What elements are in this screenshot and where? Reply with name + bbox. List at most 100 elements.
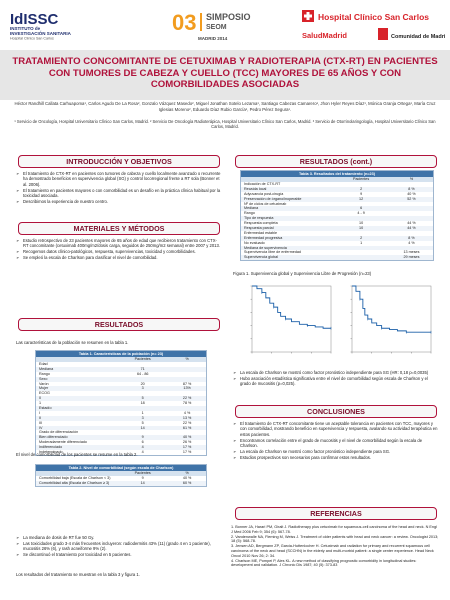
table-cell: II (39, 415, 42, 420)
table-row: Mujer 3 13% (36, 386, 206, 392)
table-cell: 2 (360, 186, 363, 191)
table-cell: 8 % (408, 235, 415, 240)
table-caption: Tabla 3. Resultados del tratamiento (n=2… (241, 171, 433, 177)
table-cell: 5 (141, 396, 144, 401)
table-cell: Rango (39, 371, 50, 376)
table-cell: Supervivencia global (244, 255, 279, 260)
results-cont-bullet: ➢ Hubo asociación estadística significati… (233, 376, 428, 387)
conclusions-bullet: ➢ Estudios prospectivos son necesarios pa… (233, 455, 372, 461)
table2-intro: El nivel de comorbilidad de los paciente… (16, 452, 138, 457)
svg-text:Hospital Clínico San Carlos: Hospital Clínico San Carlos (10, 37, 54, 41)
table-cell: 52 % (407, 196, 416, 201)
table-row: Sexo (36, 376, 206, 382)
references-heading: REFERENCIAS (235, 507, 437, 520)
plot-area (351, 285, 432, 353)
table-cell: 5 (141, 420, 144, 425)
table-row: I 1 4 % (36, 410, 206, 416)
svg-text:INVESTIGACIÓN SANITARIA: INVESTIGACIÓN SANITARIA (10, 29, 72, 36)
table-cell: Tipo de respuesta (244, 216, 274, 221)
table-cell: Preservación de órgano/inoperable (244, 196, 302, 201)
table-header: Pacientes % (241, 177, 433, 182)
table-cell: 8 % (408, 186, 415, 191)
table-cell: Adyuvancia post-cirugía (244, 191, 284, 196)
table-row: II 3 13 % (36, 415, 206, 421)
table-header-cell: Pacientes (353, 177, 370, 181)
title-band (0, 50, 450, 100)
methods-heading: MATERIALES Y MÉTODOS (18, 222, 220, 235)
table-cell: 9 (141, 476, 144, 480)
table-cell: 13 meses (403, 250, 420, 255)
table-cell: Indeterminado (39, 450, 63, 455)
table-cell: Recaída local (244, 186, 267, 191)
table-cell: Mediana (244, 206, 259, 211)
table-cell: 6 (141, 440, 144, 445)
methods-bullet: ➢ Recogemos datos clínico-patológicos, re… (16, 249, 196, 255)
reference-item: 1. Bonner JA, Harari PM, Giralt J. Radio… (231, 525, 437, 534)
affiliations: ¹ Servicio de Oncología, Hospital Univer… (14, 119, 436, 130)
table-cell: 4 - 9 (357, 211, 365, 216)
table-cell: Nº de ciclos de cetuximab (244, 201, 287, 206)
table-cell: Indiferenciado (39, 445, 63, 450)
conclusions-bullet: ➢ La escala de Charlson se mostró como fa… (233, 449, 391, 455)
table-cell: 40 % (407, 191, 416, 196)
methods-bullet: ➢ Estudio retrospectivo de 23 pacientes m… (16, 238, 220, 249)
conclusions-bullet: ➢ Encontramos correlación entre el grado … (233, 437, 423, 448)
table-header-cell: % (185, 471, 189, 475)
table-cell: 64 - 86 (136, 371, 149, 376)
table-cell: Respuesta parcial (244, 226, 274, 231)
conclusions-bullet: ➢ El tratamiento de CTX-RT concomitante t… (233, 421, 438, 437)
table-cell: 4 % (183, 410, 191, 415)
table-cell: III (39, 420, 43, 425)
table-row: Varón 20 87 % (36, 381, 206, 387)
table-cell: 4 (141, 450, 144, 455)
table-row: Estadío (36, 406, 206, 411)
reference-item: 4. Charlson ME, Pompei P, Ales KL. A new… (231, 558, 417, 568)
table-cell: 71 (140, 366, 145, 371)
table-2: Tabla 2. Nivel de comorbilidad (según es… (35, 464, 207, 487)
survival-curve (252, 285, 331, 329)
km-chart-os (240, 282, 335, 362)
table-row: Indiferenciado 4 17 % (36, 445, 206, 451)
svg-text:SIMPOSIO: SIMPOSIO (206, 12, 251, 22)
table-row: Moderadamente diferenciado 6 26 % (36, 440, 206, 446)
table-row: Mediana 6 (241, 206, 433, 212)
table-cell: 18 (140, 401, 145, 406)
table-cell: 40 % (182, 476, 192, 480)
poster-header: IdISSC INSTITUTO de INVESTIGACIÓN SANITA… (0, 0, 450, 50)
table-caption: Tabla 1. Características de la población… (36, 351, 206, 357)
table-row: Respuesta completa 10 44 % (241, 221, 433, 227)
reference-item: 2. Vandenwalle NA, Fleming M, Weiss J. T… (231, 534, 439, 544)
table-row: Indicación de CTX-RT (241, 182, 433, 187)
table-row: Tipo de respuesta (241, 216, 433, 222)
table-cell: IV (39, 425, 43, 430)
table-cell: 1 (39, 401, 42, 406)
simposio-seom-logo: 03 SIMPOSIO SEOM MADRID 2014 (170, 6, 280, 44)
results-list: ➢ La mediana de dosis de RT fue 50 Gy. ➢ L… (16, 535, 221, 559)
table-cell: Comorbilidad alta (Escala de Charlson ≥ … (39, 480, 110, 485)
table-cell: Mujer (39, 386, 49, 391)
table-row: Rango 4 - 9 (241, 211, 433, 217)
results-bullet: ➢ Las toxicidades grado 3-4 más frecuente… (16, 541, 211, 552)
table-cell: 60 % (182, 480, 192, 485)
table-row: No evaluado 1 4 % (241, 240, 433, 246)
table-row: Rango 64 - 86 (36, 371, 206, 377)
table-1: Tabla 1. Características de la población… (35, 350, 207, 456)
svg-text:SaludMadrid: SaludMadrid (302, 31, 347, 40)
table-cell: 3 (141, 386, 144, 391)
intro-bullet: ➢ El tratamiento en pacientes mayores o c… (16, 187, 221, 198)
table-row: 0 5 22 % (36, 396, 206, 402)
table-cell: 12 (359, 196, 364, 201)
idissc-logo: IdISSC INSTITUTO de INVESTIGACIÓN SANITA… (8, 8, 100, 41)
svg-text:MADRID 2014: MADRID 2014 (198, 36, 228, 41)
conclusions-list: ➢ El tratamiento de CTX-RT concomitante t… (233, 421, 438, 461)
hospital-clinico-logo: Hospital Clínico San Carlos SaludMadrid … (300, 8, 449, 42)
km-chart-svg (250, 285, 332, 354)
table-header-cell: % (185, 357, 189, 361)
table-body: Edad Mediana 71 Rango 64 - 86 Sexo Varón 20 87 %… (36, 362, 206, 455)
table-row: Respuesta parcial 10 44 % (241, 226, 433, 231)
results-cont-list: ➢ La escala de Charlson se mostró como fa… (233, 370, 438, 387)
table-cell: 44 % (407, 221, 416, 226)
table-cell (332, 255, 390, 260)
svg-text:INSTITUTO de: INSTITUTO de (10, 26, 41, 31)
table-row: Supervivencia global 29 meses (241, 255, 433, 261)
